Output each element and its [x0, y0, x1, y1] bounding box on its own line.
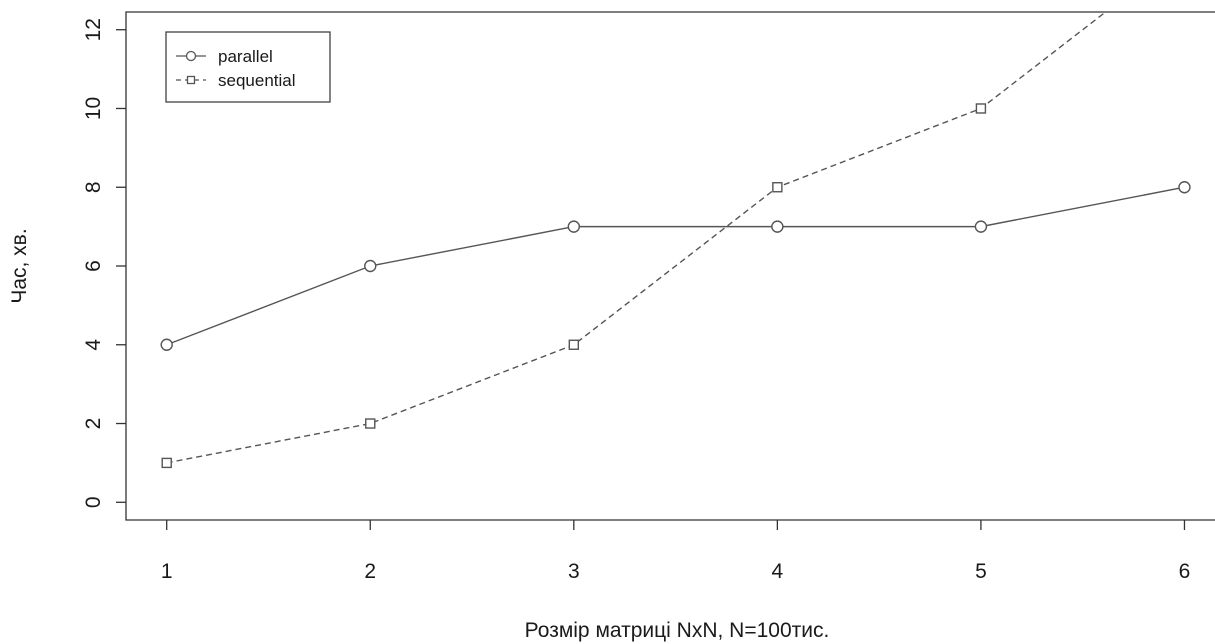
- y-tick-label-4: 4: [82, 339, 105, 351]
- point-parallel-3: [567, 220, 581, 233]
- point-parallel-6: [1178, 181, 1191, 194]
- x-tick-label-4: 4: [772, 560, 784, 583]
- x-tick-label-3: 3: [568, 560, 580, 583]
- series-line-parallel: [166, 186, 1185, 346]
- x-tick-label-1: 1: [161, 560, 173, 583]
- point-sequential-3: [568, 339, 580, 350]
- legend-marker-sequential: [186, 75, 196, 85]
- y-tick-label-6: 6: [82, 260, 105, 272]
- point-parallel-2: [364, 259, 377, 273]
- point-parallel-1: [160, 338, 173, 351]
- point-sequential-5: [975, 103, 987, 114]
- y-tick-label-0: 0: [82, 496, 105, 508]
- point-parallel-5: [974, 220, 988, 233]
- series-layer: [160, 12, 1191, 469]
- legend-label-parallel: parallel: [218, 47, 273, 66]
- x-tick-label-6: 6: [1179, 560, 1191, 583]
- legend: parallel sequential: [165, 31, 331, 103]
- x-tick-label-2: 2: [364, 560, 376, 583]
- y-tick-label-2: 2: [82, 418, 105, 430]
- legend-label-sequential: sequential: [218, 71, 296, 90]
- y-tick-label-10: 10: [82, 97, 105, 120]
- x-axis: 1 2 3 4 5 6: [161, 520, 1190, 583]
- point-parallel-4: [771, 220, 784, 233]
- legend-item-parallel: parallel: [176, 47, 273, 66]
- x-axis-title: Розмір матриці NxN, N=100тис.: [525, 619, 830, 642]
- point-sequential-1: [161, 457, 172, 469]
- point-sequential-4: [772, 182, 783, 193]
- series-line-sequential: [166, 12, 1107, 464]
- y-axis-title: Час, хв.: [8, 228, 31, 303]
- legend-marker-parallel: [185, 50, 197, 62]
- legend-box: [165, 31, 331, 103]
- y-tick-label-12: 12: [82, 18, 105, 41]
- y-axis: 0 2 4 6 8 10 12: [82, 18, 126, 508]
- x-tick-label-5: 5: [975, 560, 987, 583]
- point-sequential-2: [365, 418, 376, 429]
- legend-item-sequential: sequential: [176, 71, 296, 90]
- y-tick-label-8: 8: [82, 181, 105, 193]
